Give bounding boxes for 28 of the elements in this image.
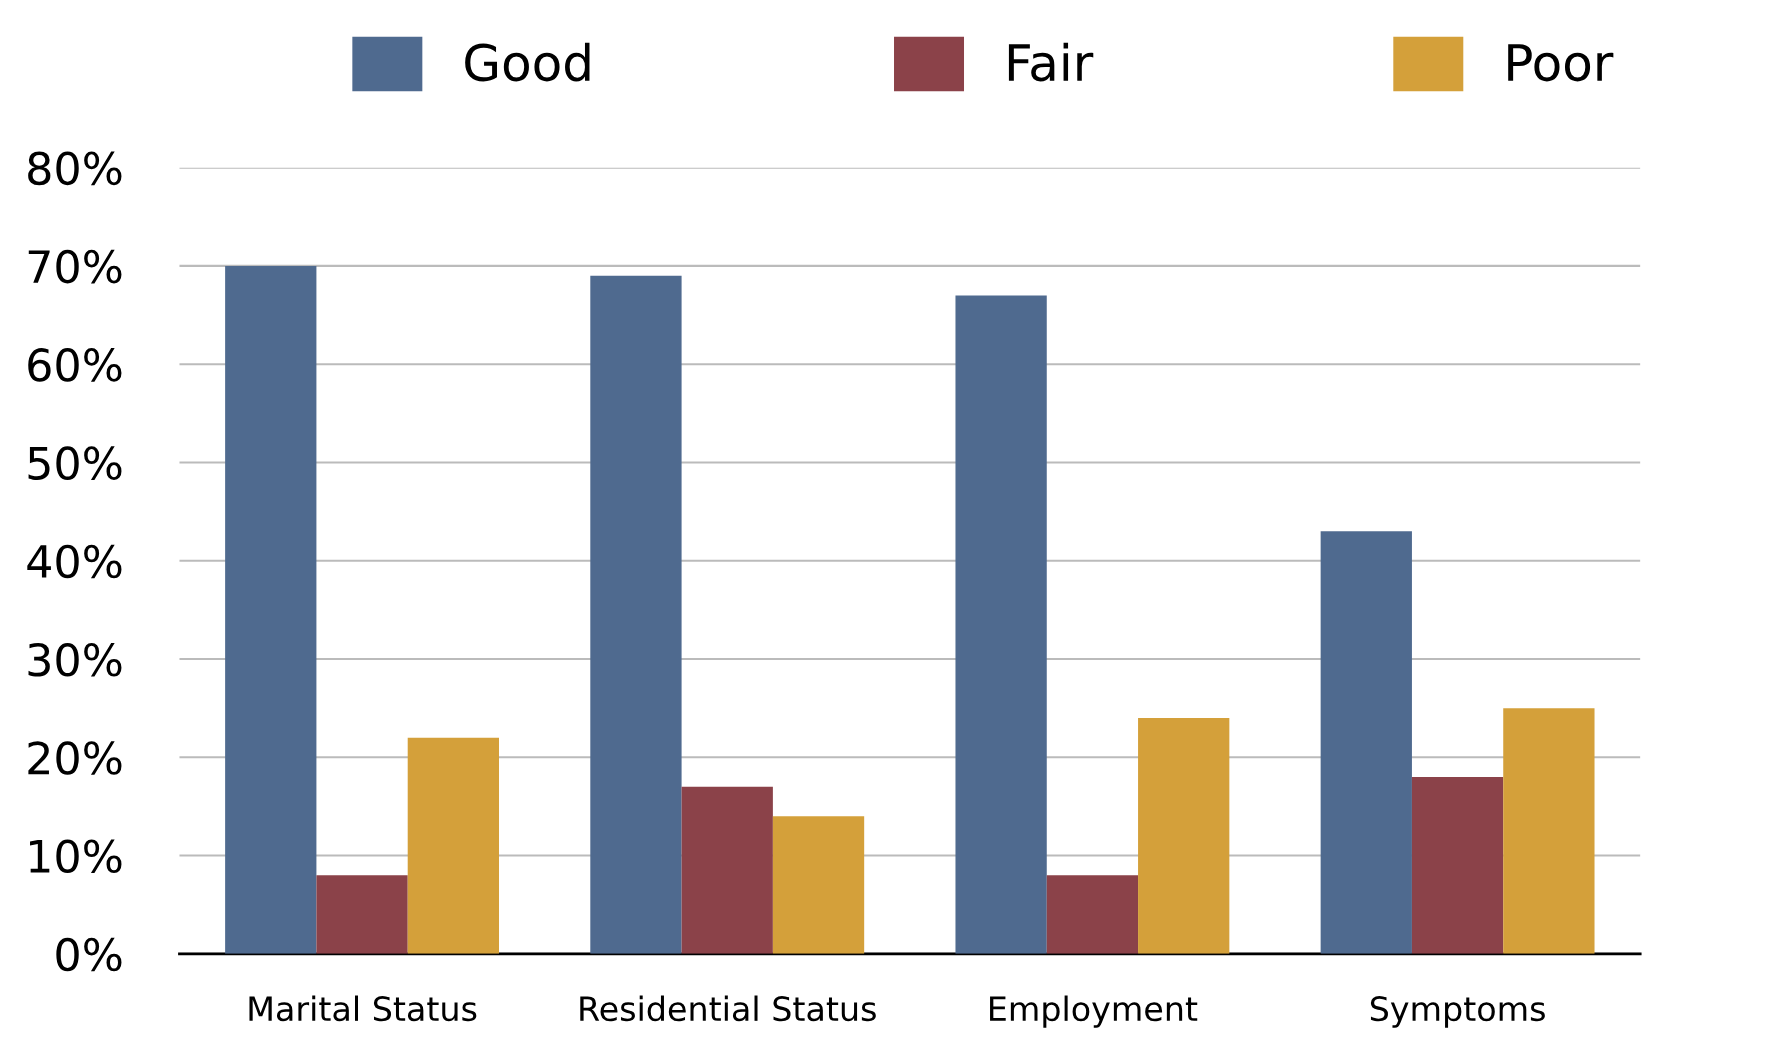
bar [590,275,682,954]
x-tick-label: Marital Status [249,995,477,1022]
x-tick-label: Residential Status [580,995,876,1022]
legend-label: Poor [1508,44,1614,82]
bar [681,786,773,954]
bar [407,737,499,954]
bar [1138,717,1230,954]
bar [1320,531,1412,954]
legend-label: Fair [1008,42,1094,82]
bar [1046,875,1139,954]
y-tick-label: 20% [28,741,122,775]
y-tick-label: 50% [28,446,122,480]
bar [225,265,317,954]
y-tick-label: 30% [28,642,122,677]
y-tick-label: 80% [28,151,122,186]
bar [772,816,865,954]
legend-label: Good [465,42,590,82]
y-tick-label: 40% [27,544,122,579]
y-tick-label: 60% [28,348,122,382]
bar [1503,708,1595,954]
bar [316,875,408,954]
bar [1411,776,1504,954]
y-tick-label: 70% [28,249,122,284]
x-tick-label: Employment [990,995,1198,1028]
y-tick-label: 0% [56,937,122,972]
x-tick-label: Symptoms [1370,996,1545,1028]
bar [955,295,1047,954]
y-tick-label: 10% [30,839,122,874]
